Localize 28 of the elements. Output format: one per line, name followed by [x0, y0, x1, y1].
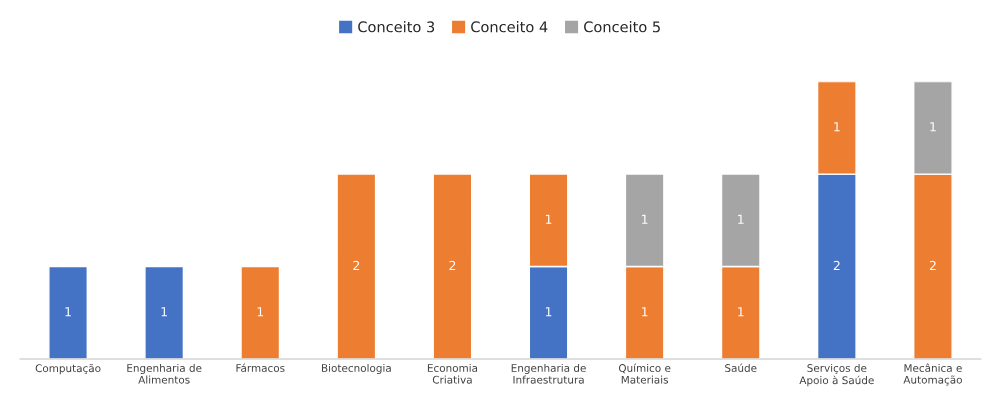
x-tick-label: Mecânica e Automação [903, 363, 962, 386]
data-label: 2 [929, 260, 936, 271]
legend-label: Conceito 4 [471, 21, 548, 33]
x-tick-label: Engenharia de Infraestrutura [511, 363, 586, 384]
x-tick-label: Saúde [725, 363, 757, 372]
data-label: 1 [161, 307, 167, 317]
data-label: 1 [738, 214, 744, 224]
x-tick-label: Economia Criativa [427, 363, 478, 384]
x-tick-label: Fármacos [236, 363, 285, 372]
legend-label: Conceito 5 [584, 21, 660, 33]
data-label: 2 [449, 260, 456, 271]
data-label: 1 [834, 122, 840, 132]
data-label: 1 [545, 307, 552, 317]
data-label: 1 [738, 307, 744, 317]
data-label: 1 [930, 122, 936, 132]
data-label: 1 [545, 214, 552, 224]
data-label: 2 [833, 260, 840, 271]
data-label: 1 [65, 307, 71, 317]
x-tick-label: Engenharia de Alimentos [127, 363, 202, 384]
data-label: 2 [353, 260, 360, 271]
data-label: 1 [642, 214, 648, 224]
x-tick-label: Computação [35, 363, 101, 375]
data-label: 1 [642, 307, 648, 317]
data-label: 1 [257, 307, 264, 317]
x-tick-label: Serviços de Apoio à Saúde [799, 363, 874, 387]
x-tick-label: Químico e Materiais [618, 363, 671, 384]
x-tick-label: Biotecnologia [321, 363, 391, 374]
legend-label: Conceito 3 [358, 21, 435, 33]
